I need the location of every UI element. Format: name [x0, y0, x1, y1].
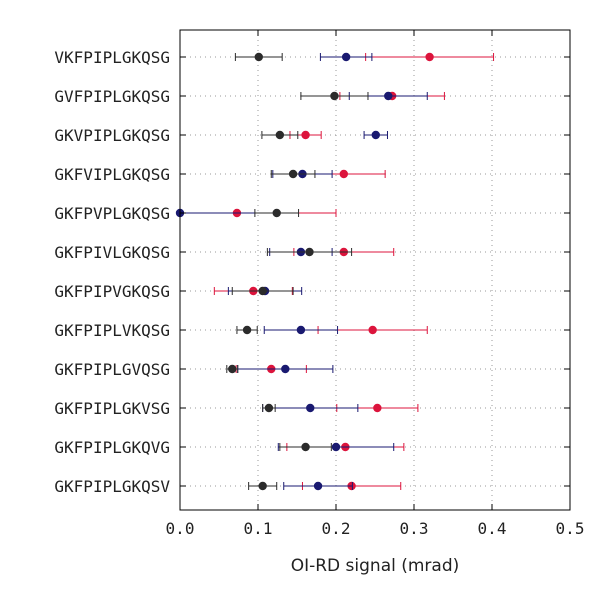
data-point-navy: [331, 442, 341, 452]
data-point-navy: [313, 481, 323, 491]
data-point-red: [425, 52, 434, 62]
series-navy: [175, 52, 428, 491]
x-axis-title: OI-RD signal (mrad): [291, 556, 460, 576]
data-point-black: [254, 52, 263, 62]
data-point-red: [368, 325, 377, 335]
data-point-navy: [281, 364, 290, 374]
category-label: GKFVIPLGKQSG: [54, 165, 170, 184]
category-label: VKFPIPLGKQSG: [54, 48, 170, 67]
grid-layer: [180, 30, 570, 510]
x-tick-label: 0.0: [166, 519, 195, 538]
data-point-red: [301, 130, 310, 140]
x-tick-label: 0.5: [556, 519, 585, 538]
data-point-black: [330, 91, 339, 101]
x-tick-label: 0.1: [244, 519, 273, 538]
data-point-navy: [371, 130, 380, 140]
data-point-black: [258, 286, 267, 296]
data-point-red: [373, 403, 382, 413]
x-tick-label: 0.3: [400, 519, 429, 538]
data-point-black: [305, 247, 314, 257]
data-point-black: [264, 403, 274, 413]
data-point-red: [339, 169, 348, 179]
data-point-black: [272, 208, 281, 218]
category-label: GKFPIPVGKQSG: [54, 282, 170, 301]
category-label: GKFPIPLGKVSG: [54, 399, 170, 418]
x-tick-label: 0.2: [322, 519, 351, 538]
data-point-black: [275, 130, 285, 140]
category-label: GKFPIPLVKQSG: [54, 321, 170, 340]
category-labels: VKFPIPLGKQSG GVFPIPLGKQSG GKVPIPLGKQSG GKFV…: [54, 48, 170, 496]
data-point-navy: [341, 52, 351, 62]
category-label: GKFPIVLGKQSG: [54, 243, 170, 262]
series-layer: [175, 52, 495, 491]
category-label: GKFPIPLGVQSG: [54, 360, 170, 379]
data-point-black: [228, 364, 237, 374]
plot-frame: [179, 29, 571, 511]
data-point-black: [301, 442, 310, 452]
series-black: [226, 52, 369, 491]
data-point-black: [258, 481, 267, 491]
data-point-navy: [306, 403, 315, 413]
data-point-black: [242, 325, 252, 335]
category-label: GKFPVPLGKQSG: [54, 204, 170, 223]
data-point-navy: [384, 91, 393, 101]
x-axis-ticks: 0.0 0.1 0.2 0.3 0.4 0.5: [166, 30, 585, 538]
data-point-navy: [296, 325, 306, 335]
x-tick-label: 0.4: [478, 519, 507, 538]
category-label: GKFPIPLGKQSV: [54, 477, 170, 496]
series-red: [180, 52, 495, 491]
category-label: GKFPIPLGKQVG: [54, 438, 170, 457]
category-label: GVFPIPLGKQSG: [54, 87, 170, 106]
data-point-black: [288, 169, 298, 179]
category-label: GKVPIPLGKQSG: [54, 126, 170, 145]
